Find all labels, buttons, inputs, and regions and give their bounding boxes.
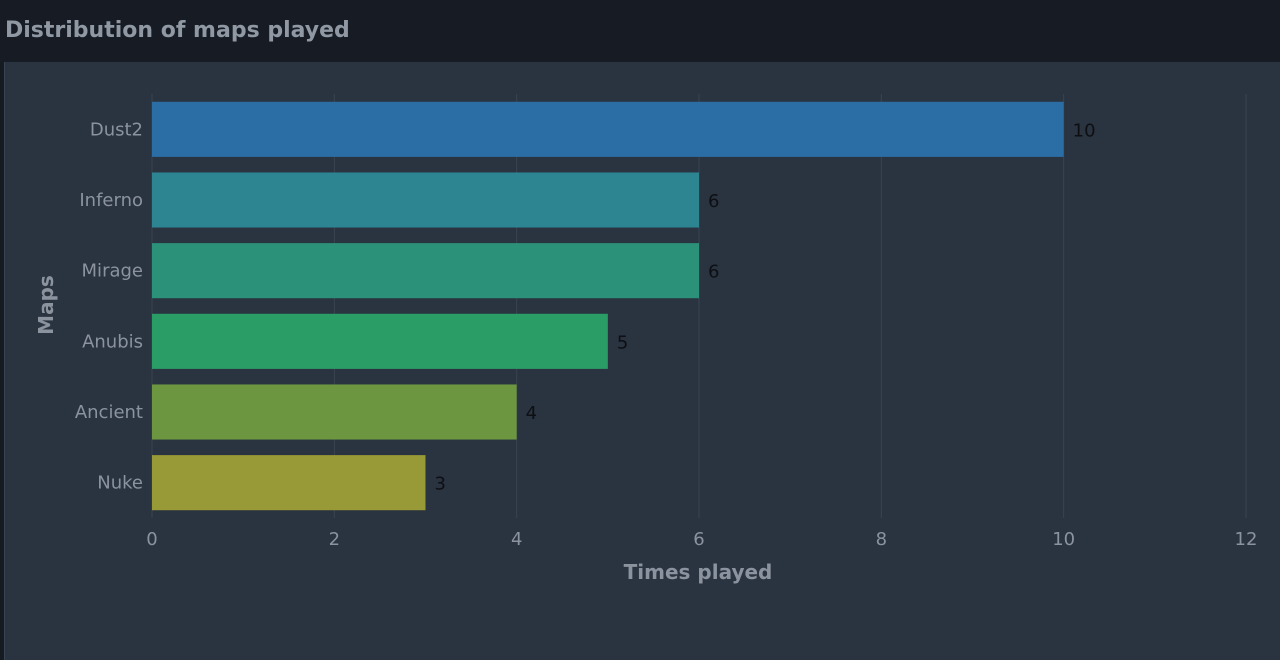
bar-anubis[interactable]	[152, 313, 608, 369]
x-tick-label: 12	[1235, 529, 1258, 550]
bars	[152, 101, 1064, 511]
x-tick-label: 2	[329, 529, 340, 550]
x-tick-labels: 0 2 4 6 8 10 12	[146, 529, 1257, 550]
bar-inferno[interactable]	[152, 172, 699, 228]
data-label: 10	[1073, 120, 1096, 141]
y-axis-title: Maps	[34, 275, 58, 335]
y-category-labels: Dust2 Inferno Mirage Anubis Ancient Nuke	[75, 119, 143, 493]
data-label: 3	[435, 474, 446, 495]
y-category-label: Anubis	[82, 331, 143, 352]
x-tick-label: 6	[693, 529, 704, 550]
bar-mirage[interactable]	[152, 243, 699, 299]
y-category-label: Nuke	[97, 473, 143, 494]
chart-header: Distribution of maps played	[0, 0, 1280, 62]
y-category-label: Mirage	[82, 261, 143, 282]
chart-title: Distribution of maps played	[5, 18, 350, 43]
x-tick-label: 4	[511, 529, 522, 550]
y-category-label: Dust2	[90, 119, 143, 140]
data-label: 6	[708, 262, 719, 283]
bar-ancient[interactable]	[152, 384, 517, 440]
x-tick-label: 0	[146, 529, 157, 550]
x-axis-title: Times played	[624, 560, 773, 584]
data-label: 4	[526, 403, 537, 424]
data-labels: 10 6 6 5 4 3	[435, 120, 1096, 494]
bar-dust2[interactable]	[152, 101, 1064, 157]
y-category-label: Ancient	[75, 402, 143, 423]
y-category-label: Inferno	[79, 190, 143, 211]
x-tick-label: 8	[876, 529, 887, 550]
data-label: 6	[708, 191, 719, 212]
data-label: 5	[617, 332, 628, 353]
bar-nuke[interactable]	[152, 455, 426, 511]
gridlines	[151, 94, 1247, 518]
x-tick-label: 10	[1052, 529, 1075, 550]
